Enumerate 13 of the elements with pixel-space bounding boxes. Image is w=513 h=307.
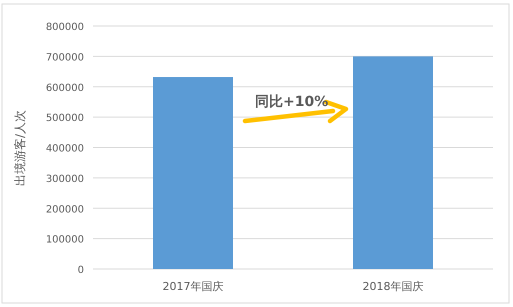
y-tick-label: 200000: [46, 204, 84, 216]
y-tick-label: 400000: [46, 144, 84, 154]
y-tick-label: 800000: [46, 22, 84, 33]
x-tick-label: 2018年国庆: [362, 280, 424, 293]
y-tick-label: 700000: [46, 52, 84, 64]
y-tick-label: 100000: [46, 234, 84, 246]
y-axis-title: 出境游客/人次: [13, 110, 27, 186]
y-tick-label: 0: [78, 265, 84, 276]
y-tick-label: 500000: [46, 113, 84, 124]
annotation: 同比+10%: [255, 94, 328, 110]
y-tick-label: 600000: [46, 82, 84, 94]
x-tick-label: 2017年国庆: [162, 280, 224, 293]
y-tick-label: 300000: [46, 174, 84, 185]
